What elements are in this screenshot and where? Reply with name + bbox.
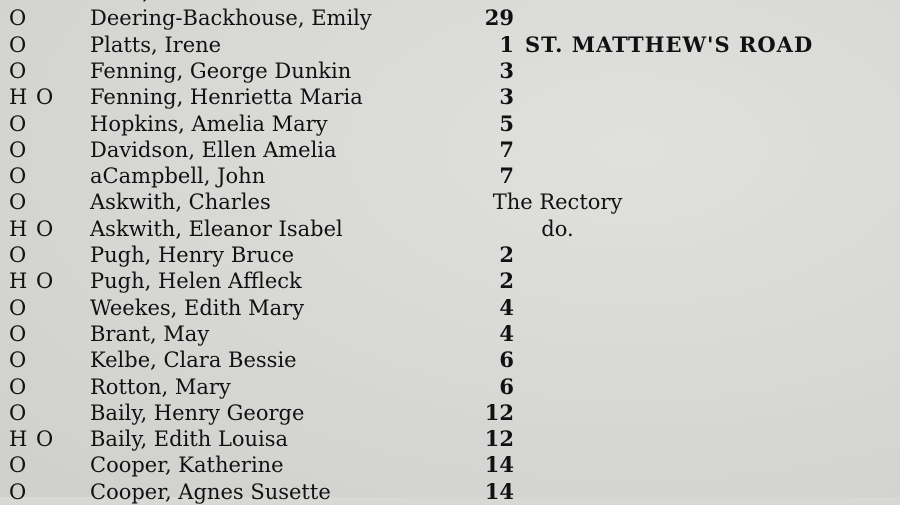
house-number: 4 (499, 294, 514, 320)
elector-name: Pugh, Henry Bruce (90, 243, 295, 267)
house-number: 3 (499, 57, 514, 83)
house-number: 29 (484, 5, 514, 31)
qualification-code: O (9, 479, 28, 504)
register-entry: H O Baily, Edith Louisa 12 (0, 426, 900, 452)
house-number: 7 (499, 163, 514, 189)
elector-name: Lane, Hilda Christina (90, 0, 318, 5)
house-number: 2 (499, 242, 514, 267)
qualification-code: O (9, 6, 28, 31)
elector-name: Baily, Edith Louisa (90, 427, 289, 452)
qualification-code: H O (9, 85, 55, 110)
street-heading: ST. MATTHEW'S ROAD (525, 31, 814, 57)
qualification-code: O (9, 111, 28, 136)
register-entry: O Hopkins, Amelia Mary 5 (0, 111, 900, 137)
qualification-code: O (9, 295, 28, 320)
house-number: 12 (484, 426, 514, 452)
register-entry: O Rotton, Mary 6 (0, 374, 900, 400)
elector-name: Cooper, Katherine (90, 453, 284, 478)
address: do. (541, 216, 574, 241)
elector-name: Brant, May (90, 321, 210, 346)
register-entry: O Davidson, Ellen Amelia 7 (0, 137, 900, 163)
house-number: 12 (484, 399, 514, 425)
elector-name: Platts, Irene (90, 32, 222, 57)
house-number: 2 (499, 268, 514, 294)
elector-name: Askwith, Charles (90, 190, 271, 215)
register-entry: H O Askwith, Eleanor Isabel do. (0, 216, 900, 242)
qualification-code: O (9, 321, 28, 346)
qualification-code: O (9, 348, 28, 373)
qualification-code: O (9, 453, 28, 478)
qualification-code: O (9, 137, 28, 162)
qualification-code: O (9, 400, 28, 425)
register-entry: O Lane, Hilda Christina (0, 0, 900, 5)
qualification-code: O (9, 374, 28, 399)
elector-name: Kelbe, Clara Bessie (90, 348, 297, 373)
qualification-code: H O (9, 427, 55, 452)
qualification-code: O (9, 0, 27, 5)
register-entry: O Deering-Backhouse, Emily 29 (0, 5, 900, 31)
house-number: 6 (499, 373, 514, 399)
register-entry: O Fenning, George Dunkin 3 (0, 58, 900, 84)
qualification-code: O (9, 190, 28, 215)
house-number: 6 (499, 347, 514, 373)
register-entry: O Platts, Irene 1 ST. MATTHEW'S ROAD (0, 32, 900, 58)
house-number: 7 (499, 136, 514, 162)
qualification-code: O (9, 164, 28, 189)
house-number: 5 (499, 110, 514, 136)
address: The Rectory (492, 190, 623, 215)
register-entry: O Baily, Henry George 12 (0, 400, 900, 426)
elector-name: Davidson, Ellen Amelia (90, 137, 337, 162)
elector-name: Deering-Backhouse, Emily (90, 6, 372, 31)
elector-name: Pugh, Helen Affleck (90, 269, 302, 294)
qualification-code: H O (9, 216, 55, 241)
elector-name: Askwith, Eleanor Isabel (90, 216, 343, 241)
register-entry: H O Fenning, Henrietta Maria 3 (0, 84, 900, 110)
house-number: 1 (499, 31, 514, 57)
qualification-code: H O (9, 269, 55, 294)
house-number: 14 (484, 452, 514, 478)
elector-name: Hopkins, Amelia Mary (90, 111, 328, 136)
qualification-code: O (9, 58, 28, 83)
register-entry: O Brant, May 4 (0, 321, 900, 347)
house-number: 3 (499, 84, 514, 110)
elector-name: Weekes, Edith Mary (90, 295, 305, 320)
register-entry: O Cooper, Katherine 14 (0, 452, 900, 478)
house-number: 14 (484, 478, 514, 504)
register-entry: O Kelbe, Clara Bessie 6 (0, 347, 900, 373)
register-entry: O Weekes, Edith Mary 4 (0, 295, 900, 321)
elector-name: Rotton, Mary (90, 374, 231, 399)
elector-name: Cooper, Agnes Susette (90, 479, 331, 504)
qualification-code: O (9, 32, 28, 57)
house-number: 4 (499, 320, 514, 346)
qualification-code: O (9, 243, 28, 267)
elector-name: Fenning, Henrietta Maria (90, 85, 363, 110)
register-entry: O Askwith, Charles The Rectory (0, 189, 900, 215)
elector-name: Fenning, George Dunkin (90, 58, 352, 83)
elector-name: aCampbell, John (90, 164, 266, 189)
elector-name: Baily, Henry George (90, 400, 305, 425)
register-entry: H O Pugh, Helen Affleck 2 (0, 268, 900, 294)
register-entry: O Pugh, Henry Bruce 2 (0, 242, 900, 268)
register-entry: O Cooper, Agnes Susette 14 (0, 479, 900, 505)
